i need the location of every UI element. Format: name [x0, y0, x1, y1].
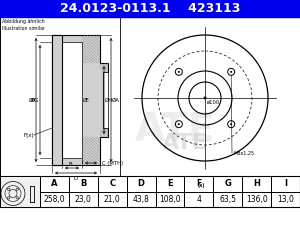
Text: ØG: ØG [31, 97, 39, 103]
Text: Abbildung ähnlich
Illustration similar: Abbildung ähnlich Illustration similar [2, 19, 45, 31]
Text: A: A [51, 180, 58, 189]
Circle shape [230, 123, 232, 125]
Text: ØH: ØH [105, 97, 113, 103]
Text: B: B [68, 162, 72, 167]
Text: ØE: ØE [83, 97, 90, 103]
Bar [0, 0, 300, 17]
Bar [242, 192, 271, 207]
Text: 258,0: 258,0 [44, 195, 65, 204]
Circle shape [178, 123, 180, 125]
Text: G: G [224, 180, 231, 189]
Text: 43,8: 43,8 [133, 195, 149, 204]
Bar [156, 176, 184, 192]
Text: ATE: ATE [135, 111, 215, 149]
Text: 108,0: 108,0 [159, 195, 181, 204]
Bar [156, 192, 184, 207]
Text: I: I [284, 180, 287, 189]
Polygon shape [52, 35, 108, 165]
Bar [0, 176, 40, 207]
Text: 63,5: 63,5 [219, 195, 236, 204]
Text: D: D [138, 180, 145, 189]
Text: F(x): F(x) [23, 133, 34, 137]
Polygon shape [52, 35, 62, 165]
Text: F: F [196, 180, 202, 189]
Bar [69, 192, 98, 207]
Text: 4: 4 [196, 195, 201, 204]
Bar [69, 176, 98, 192]
Text: ØA: ØA [112, 97, 120, 103]
Bar [271, 176, 300, 192]
Text: D: D [74, 176, 78, 181]
Circle shape [178, 71, 180, 73]
Text: 13,0: 13,0 [277, 195, 294, 204]
Text: C (MTH): C (MTH) [102, 160, 123, 166]
Text: 136,0: 136,0 [246, 195, 268, 204]
Circle shape [230, 71, 232, 73]
Text: E: E [167, 180, 173, 189]
Bar [40, 192, 69, 207]
Bar [40, 176, 69, 192]
Text: ø100: ø100 [207, 100, 220, 105]
Bar [242, 176, 271, 192]
Bar [127, 192, 156, 207]
Text: 23,0: 23,0 [75, 195, 92, 204]
Bar [98, 192, 127, 207]
Bar [127, 176, 156, 192]
Bar [0, 176, 300, 207]
Text: H: H [253, 180, 260, 189]
Bar [271, 192, 300, 207]
Text: B: B [80, 180, 86, 189]
Text: M8x1,25: M8x1,25 [233, 151, 254, 155]
Text: ATE: ATE [162, 133, 208, 153]
Polygon shape [62, 42, 82, 158]
Text: 24.0123-0113.1    423113: 24.0123-0113.1 423113 [60, 2, 240, 15]
Text: C: C [109, 180, 115, 189]
Text: 21,0: 21,0 [104, 195, 121, 204]
Bar [213, 192, 242, 207]
Polygon shape [103, 72, 108, 128]
Text: (x): (x) [198, 183, 205, 188]
Bar [184, 176, 213, 192]
Text: ØI: ØI [29, 97, 35, 103]
Bar [0, 17, 300, 176]
Bar [184, 192, 213, 207]
Bar [98, 176, 127, 192]
Bar [213, 176, 242, 192]
Circle shape [203, 97, 206, 99]
